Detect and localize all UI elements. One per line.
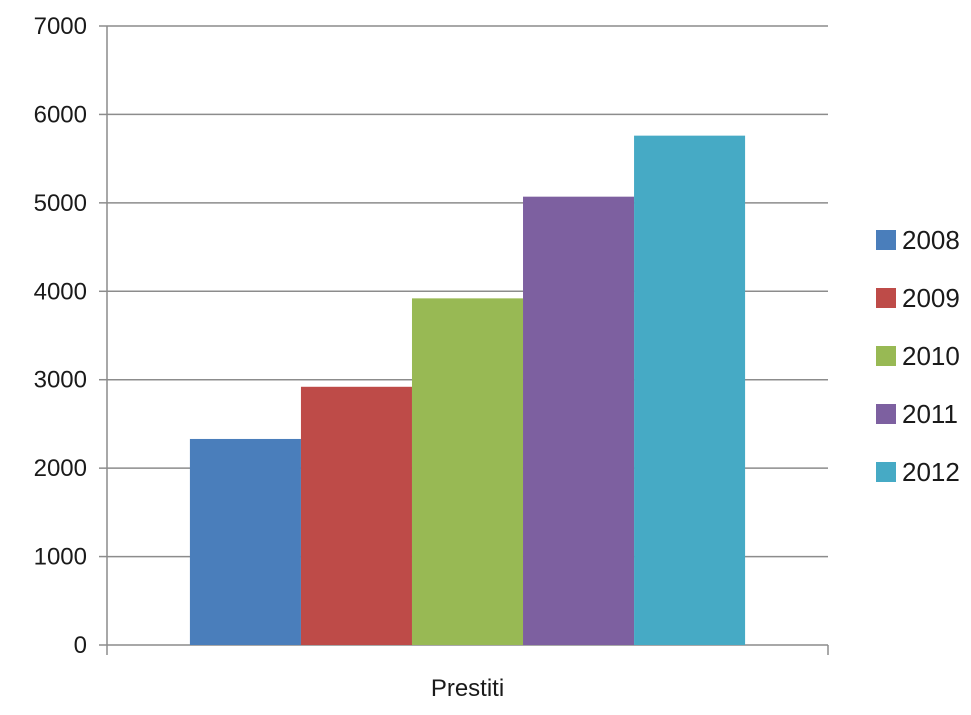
bar-2011 [523, 196, 635, 645]
bar-2010 [411, 298, 524, 645]
y-tick-label: 4000 [34, 278, 87, 305]
legend-label: 2012 [902, 457, 960, 487]
legend-label: 2010 [902, 341, 960, 371]
bar-2008 [189, 438, 301, 645]
bars [189, 135, 746, 645]
legend-swatch-2009 [876, 288, 896, 308]
legend-label: 2008 [902, 225, 960, 255]
x-category-label: Prestiti [431, 675, 504, 702]
y-tick-label: 0 [74, 632, 87, 659]
y-tick-label: 2000 [34, 455, 87, 482]
bar-2009 [300, 386, 412, 645]
y-tick-label: 6000 [34, 101, 87, 128]
legend-label: 2011 [902, 399, 958, 429]
legend: 2008 2009 2010 2011 2012 [876, 225, 960, 487]
y-axis-tick-labels: 0 1000 2000 3000 4000 5000 6000 7000 [34, 13, 87, 659]
legend-swatch-2008 [876, 230, 896, 250]
bar-2012 [634, 135, 746, 645]
legend-swatch-2010 [876, 346, 896, 366]
x-axis-category-labels: Prestiti [431, 675, 504, 702]
y-tick-label: 3000 [34, 367, 87, 394]
legend-swatch-2011 [876, 404, 896, 424]
y-tick-label: 1000 [34, 544, 87, 571]
legend-label: 2009 [902, 283, 960, 313]
legend-swatch-2012 [876, 462, 896, 482]
y-tick-label: 7000 [34, 13, 87, 40]
y-tick-label: 5000 [34, 190, 87, 217]
